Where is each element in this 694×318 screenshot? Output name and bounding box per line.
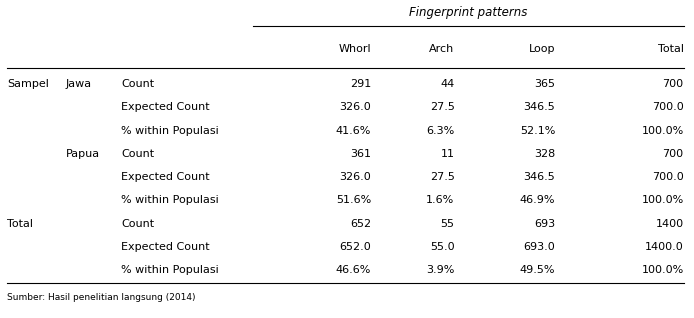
Text: 100.0%: 100.0%	[641, 195, 684, 205]
Text: 100.0%: 100.0%	[641, 265, 684, 275]
Text: 361: 361	[350, 149, 371, 159]
Text: 41.6%: 41.6%	[336, 126, 371, 136]
Text: 700: 700	[663, 79, 684, 89]
Text: 652: 652	[350, 218, 371, 229]
Text: 326.0: 326.0	[339, 102, 371, 113]
Text: Expected Count: Expected Count	[121, 102, 210, 113]
Text: Expected Count: Expected Count	[121, 242, 210, 252]
Text: Count: Count	[121, 218, 155, 229]
Text: 652.0: 652.0	[339, 242, 371, 252]
Text: 346.5: 346.5	[523, 102, 555, 113]
Text: 1.6%: 1.6%	[426, 195, 455, 205]
Text: Sumber: Hasil penelitian langsung (2014): Sumber: Hasil penelitian langsung (2014)	[7, 293, 196, 302]
Text: % within Populasi: % within Populasi	[121, 195, 219, 205]
Text: Papua: Papua	[66, 149, 100, 159]
Text: 52.1%: 52.1%	[520, 126, 555, 136]
Text: 46.6%: 46.6%	[336, 265, 371, 275]
Text: Expected Count: Expected Count	[121, 172, 210, 182]
Text: 700.0: 700.0	[652, 172, 684, 182]
Text: 693: 693	[534, 218, 555, 229]
Text: Loop: Loop	[529, 44, 555, 54]
Text: 1400.0: 1400.0	[645, 242, 684, 252]
Text: 700: 700	[663, 149, 684, 159]
Text: 346.5: 346.5	[523, 172, 555, 182]
Text: Sampel: Sampel	[7, 79, 49, 89]
Text: Arch: Arch	[430, 44, 455, 54]
Text: 326.0: 326.0	[339, 172, 371, 182]
Text: 3.9%: 3.9%	[426, 265, 455, 275]
Text: 365: 365	[534, 79, 555, 89]
Text: Total: Total	[7, 218, 33, 229]
Text: Count: Count	[121, 79, 155, 89]
Text: 100.0%: 100.0%	[641, 126, 684, 136]
Text: 51.6%: 51.6%	[336, 195, 371, 205]
Text: 55: 55	[441, 218, 455, 229]
Text: 328: 328	[534, 149, 555, 159]
Text: 700.0: 700.0	[652, 102, 684, 113]
Text: Fingerprint patterns: Fingerprint patterns	[409, 6, 527, 19]
Text: 6.3%: 6.3%	[426, 126, 455, 136]
Text: 1400: 1400	[655, 218, 684, 229]
Text: 44: 44	[440, 79, 455, 89]
Text: Total: Total	[658, 44, 684, 54]
Text: Whorl: Whorl	[339, 44, 371, 54]
Text: 55.0: 55.0	[430, 242, 455, 252]
Text: Jawa: Jawa	[66, 79, 92, 89]
Text: 46.9%: 46.9%	[520, 195, 555, 205]
Text: 49.5%: 49.5%	[520, 265, 555, 275]
Text: % within Populasi: % within Populasi	[121, 126, 219, 136]
Text: 27.5: 27.5	[430, 172, 455, 182]
Text: 693.0: 693.0	[523, 242, 555, 252]
Text: 291: 291	[350, 79, 371, 89]
Text: Count: Count	[121, 149, 155, 159]
Text: % within Populasi: % within Populasi	[121, 265, 219, 275]
Text: 27.5: 27.5	[430, 102, 455, 113]
Text: 11: 11	[441, 149, 455, 159]
